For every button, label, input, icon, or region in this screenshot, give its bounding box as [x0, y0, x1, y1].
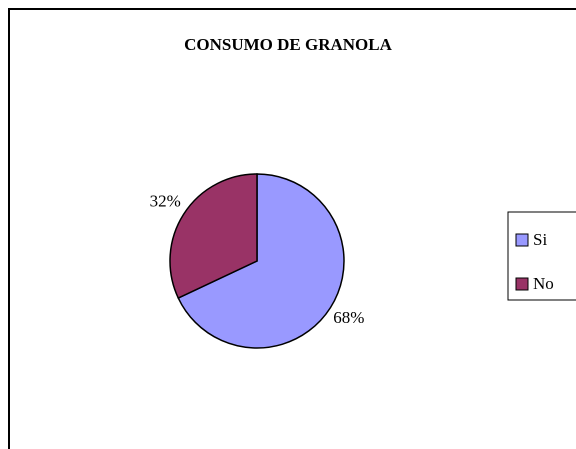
legend-swatch — [515, 277, 529, 291]
legend-label: Si — [533, 230, 547, 249]
pie-slice — [169, 173, 258, 300]
data-label: 68% — [333, 308, 364, 327]
legend-label: No — [533, 274, 554, 293]
legend-swatch — [515, 233, 529, 247]
pie-slice — [177, 173, 345, 349]
chart-title: CONSUMO DE GRANOLA — [184, 35, 393, 54]
data-label: 32% — [150, 192, 181, 211]
